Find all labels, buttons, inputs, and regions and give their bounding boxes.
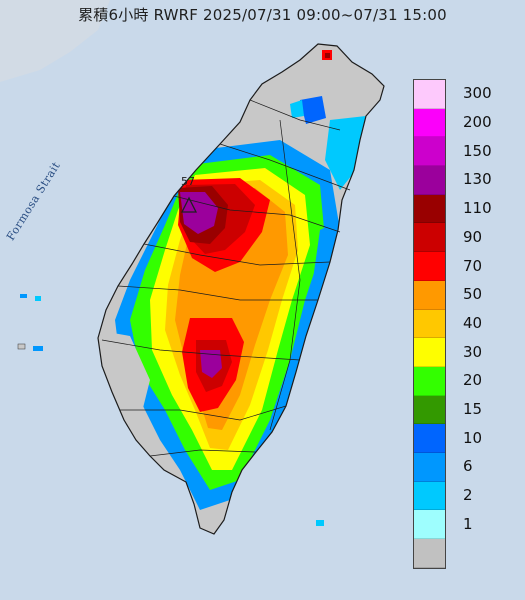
max-value-label: 57 <box>181 175 195 188</box>
legend-color-bar <box>413 79 446 569</box>
legend-swatch <box>414 424 445 453</box>
legend-swatch <box>414 166 445 195</box>
legend-label: 50 <box>463 285 483 304</box>
north-hotspot-core <box>325 53 330 58</box>
legend-label: 30 <box>463 342 483 361</box>
mainland-coast <box>0 0 110 82</box>
max-rainfall-marker <box>180 196 198 213</box>
legend-swatch <box>414 510 445 539</box>
legend-label: 70 <box>463 256 483 275</box>
legend-swatch <box>414 252 445 281</box>
legend-swatch <box>414 338 445 367</box>
legend-label: 110 <box>463 199 492 218</box>
legend-label: 6 <box>463 457 473 476</box>
legend-label: 90 <box>463 227 483 246</box>
legend-label: 150 <box>463 141 492 160</box>
legend-swatch <box>414 137 445 167</box>
legend-swatch <box>414 194 445 224</box>
green-island <box>316 520 324 526</box>
penghu-island <box>33 346 43 351</box>
legend-swatch <box>414 108 445 138</box>
legend-swatch <box>414 395 445 425</box>
legend-label: 10 <box>463 428 483 447</box>
rainfall-legend: 300 200 150 130 110 90 70 50 40 30 20 15 10 6 2 1 <box>413 79 523 569</box>
island-outline <box>97 43 385 535</box>
legend-swatch <box>414 452 445 482</box>
county-boundaries <box>101 99 351 457</box>
penghu-island <box>17 343 26 350</box>
penghu-island <box>20 294 27 298</box>
legend-swatch <box>414 309 445 339</box>
penghu-island <box>35 296 41 301</box>
legend-swatch <box>414 481 445 511</box>
map-title: 累積6小時 RWRF 2025/07/31 09:00~07/31 15:00 <box>78 6 447 24</box>
legend-swatch <box>414 80 445 109</box>
legend-swatch <box>414 223 445 253</box>
legend-label: 1 <box>463 514 473 533</box>
legend-label: 130 <box>463 170 492 189</box>
legend-swatch <box>414 539 445 568</box>
legend-label: 300 <box>463 84 492 103</box>
legend-label: 200 <box>463 113 492 132</box>
legend-label: 40 <box>463 313 483 332</box>
legend-swatch <box>414 366 445 396</box>
legend-label: 2 <box>463 486 473 505</box>
legend-label: 15 <box>463 400 483 419</box>
legend-swatch <box>414 280 445 310</box>
legend-label: 20 <box>463 371 483 390</box>
